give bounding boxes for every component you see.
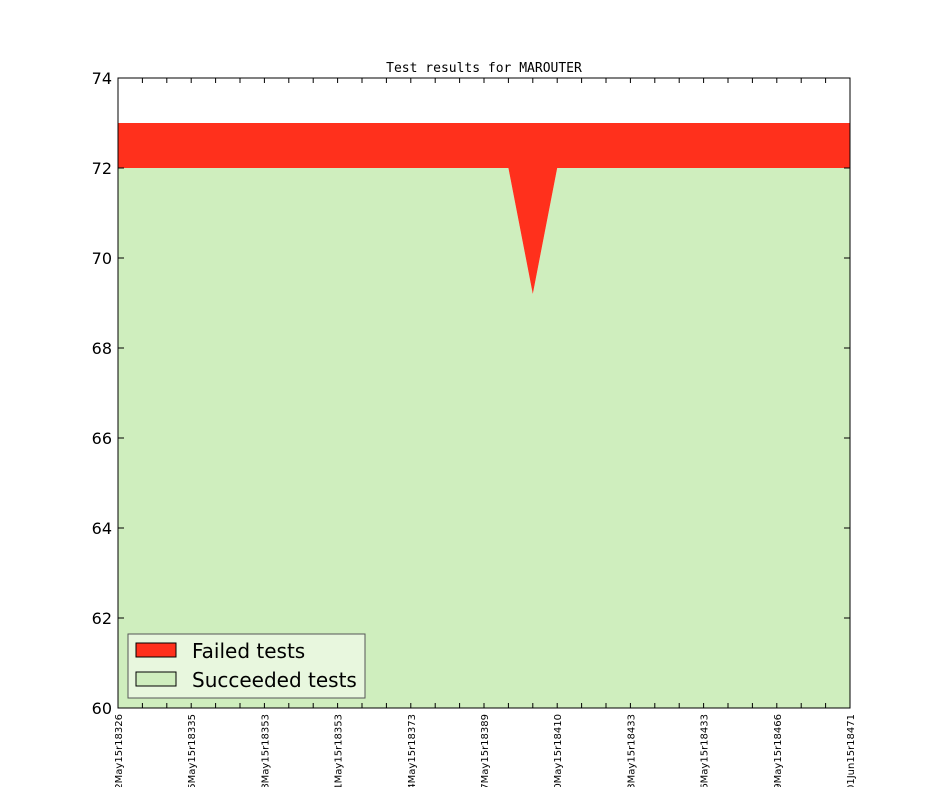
x-tick-label: 26May15r18433 xyxy=(700,714,711,787)
y-tick-label: 60 xyxy=(92,699,112,718)
x-tick-label: 23May15r18433 xyxy=(626,714,637,787)
legend-swatch-succeeded xyxy=(135,671,177,687)
axis-ticks xyxy=(117,77,851,709)
x-tick-label: 02May15r18326 xyxy=(114,714,125,787)
x-tick-label: 11May15r18353 xyxy=(334,714,345,787)
area-succeeded-tests xyxy=(118,168,850,708)
x-tick-label: 29May15r18466 xyxy=(773,714,784,787)
x-tick-label: 05May15r18335 xyxy=(187,714,198,787)
y-tick-label: 66 xyxy=(92,429,112,448)
x-tick-labels: 02May15r18326 05May15r18335 08May15r18353 1… xyxy=(114,714,857,787)
legend-label-failed: Failed tests xyxy=(192,639,305,663)
area-failed-tests xyxy=(118,123,850,294)
chart-title: Test results for MAROUTER xyxy=(386,61,582,76)
legend-swatch-failed xyxy=(135,642,177,658)
plot-area xyxy=(118,123,850,708)
y-tick-label: 68 xyxy=(92,339,112,358)
y-tick-label: 70 xyxy=(92,249,112,268)
y-tick-labels: 60 62 64 66 68 70 72 74 xyxy=(92,69,112,718)
legend-box xyxy=(127,633,366,699)
x-tick-label: 01Jun15r18471 xyxy=(846,714,857,787)
legend-label-succeeded: Succeeded tests xyxy=(192,668,357,692)
plot-frame xyxy=(117,77,851,709)
y-tick-label: 74 xyxy=(92,69,112,88)
x-tick-label: 08May15r18353 xyxy=(260,714,271,787)
x-tick-label: 20May15r18410 xyxy=(553,714,564,787)
y-tick-label: 62 xyxy=(92,609,112,628)
x-tick-label: 14May15r18373 xyxy=(407,714,418,787)
y-tick-label: 64 xyxy=(92,519,112,538)
x-tick-label: 17May15r18389 xyxy=(480,714,491,787)
legend: Failed tests Succeeded tests xyxy=(127,633,366,699)
y-tick-label: 72 xyxy=(92,159,112,178)
